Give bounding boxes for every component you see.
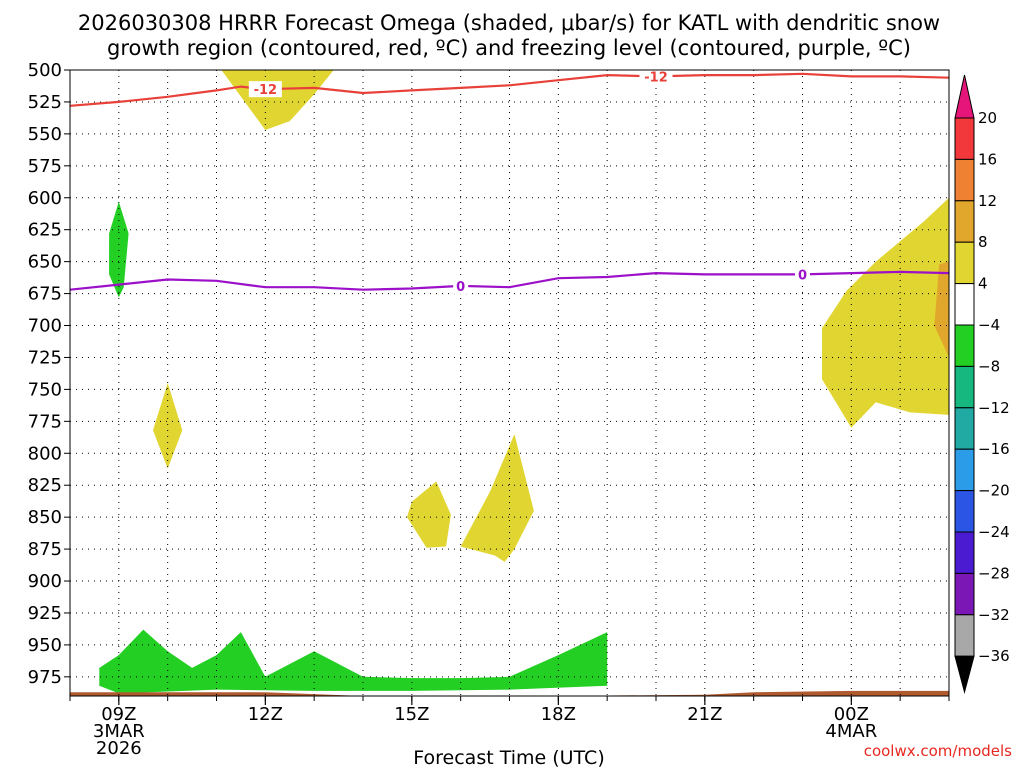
colorbar-label: −36: [978, 647, 1010, 665]
colorbar-label: −32: [978, 606, 1010, 624]
contour-label-bg: [639, 70, 673, 85]
y-tick-label: 725: [28, 347, 62, 368]
y-tick-label: 600: [28, 188, 62, 209]
omega-region: [109, 201, 129, 298]
colorbar-label: −8: [978, 357, 1000, 375]
colorbar-label: −4: [978, 316, 1000, 334]
colorbar-swatch: [954, 117, 975, 160]
y-tick-label: 900: [28, 571, 62, 592]
colorbar-swatch: [954, 448, 975, 492]
colorbar-label: −20: [978, 482, 1010, 500]
x-tick-label: 18Z: [541, 704, 576, 725]
colorbar-label: 4: [978, 275, 988, 293]
x-tick-label: 21Z: [687, 704, 722, 725]
omega-region: [99, 629, 608, 694]
omega-region: [221, 70, 334, 130]
y-tick-label: 500: [28, 60, 62, 81]
colorbar-bottom-arrow: [954, 655, 975, 694]
y-tick-label: 875: [28, 539, 62, 560]
x-tick-label: 00Z: [834, 704, 869, 725]
y-tick-label: 625: [28, 220, 62, 241]
colorbar-label: −24: [978, 523, 1010, 541]
colorbar-swatch: [954, 283, 975, 326]
y-tick-label: 800: [28, 443, 62, 464]
y-tick-label: 975: [28, 667, 62, 688]
colorbar-swatch: [954, 200, 975, 243]
plot-shading: [70, 70, 949, 696]
colorbar-swatch: [954, 531, 975, 574]
y-tick-label: 925: [28, 603, 62, 624]
x-tick-label: 2026: [96, 738, 142, 759]
colorbar-swatch: [954, 324, 975, 367]
contour-label: -12: [644, 70, 668, 85]
chart-title-line-1: 2026030308 HRRR Forecast Omega (shaded, …: [78, 11, 940, 35]
colorbar-swatch: [954, 572, 975, 616]
contour-line: [70, 72, 949, 107]
colorbar-label: 16: [978, 150, 997, 168]
colorbar-label: 12: [978, 192, 997, 210]
omega-region: [822, 197, 949, 428]
omega-region: [934, 261, 949, 358]
colorbar-label: 8: [978, 233, 988, 251]
colorbar-swatch: [954, 614, 975, 657]
grid-lines: [70, 69, 949, 696]
y-tick-label: 700: [28, 316, 62, 337]
y-tick-label: 675: [28, 284, 62, 305]
contour-label: 0: [798, 268, 807, 283]
colorbar-swatch: [954, 365, 975, 409]
colorbar-swatch: [954, 158, 975, 202]
x-tick-label: 09Z: [101, 704, 136, 725]
y-tick-label: 825: [28, 475, 62, 496]
omega-region: [460, 434, 534, 562]
credit-link[interactable]: coolwx.com/models: [864, 742, 1012, 760]
y-tick-label: 850: [28, 507, 62, 528]
omega-region: [407, 481, 451, 548]
y-tick-label: 950: [28, 635, 62, 656]
y-axis-ticks: 500 525 550 575 600 625 650 675 700 725 750 775 800 8…: [28, 60, 950, 701]
colorbar-top-arrow: [954, 74, 975, 119]
x-tick-label: 15Z: [394, 704, 429, 725]
contour-label: -12: [254, 83, 278, 98]
x-tick-label: 3MAR: [93, 721, 145, 742]
colorbar-label: −16: [978, 440, 1010, 458]
contour-lines: -12 -12 0 0: [70, 70, 949, 295]
contour-label: 0: [456, 280, 465, 295]
x-axis-label: Forecast Time (UTC): [413, 747, 604, 768]
colorbar-label: 20: [978, 109, 997, 127]
y-tick-label: 575: [28, 156, 62, 177]
contour-label-bg: [248, 81, 282, 98]
y-tick-label: 750: [28, 379, 62, 400]
colorbar-swatch: [954, 407, 975, 450]
colorbar-label: −28: [978, 564, 1010, 582]
y-tick-label: 550: [28, 124, 62, 145]
omega-region: [153, 383, 183, 469]
terrain-band: [70, 690, 949, 696]
chart-title-line-2: growth region (contoured, red, ºC) and f…: [107, 36, 911, 60]
colorbar-swatch: [954, 490, 975, 533]
x-tick-label: 12Z: [248, 704, 283, 725]
y-tick-label: 525: [28, 92, 62, 113]
colorbar-swatch: [954, 241, 975, 285]
colorbar-label: −12: [978, 399, 1010, 417]
contour-label-bg: [453, 277, 469, 294]
colorbar: 20 16 12 8 4 −4 −8 −12 −16 −20 −24 −28 −32 −36: [954, 74, 1010, 694]
x-tick-label: 4MAR: [825, 721, 877, 742]
y-tick-label: 775: [28, 411, 62, 432]
y-tick-label: 650: [28, 252, 62, 273]
contour-label-bg: [795, 266, 810, 283]
